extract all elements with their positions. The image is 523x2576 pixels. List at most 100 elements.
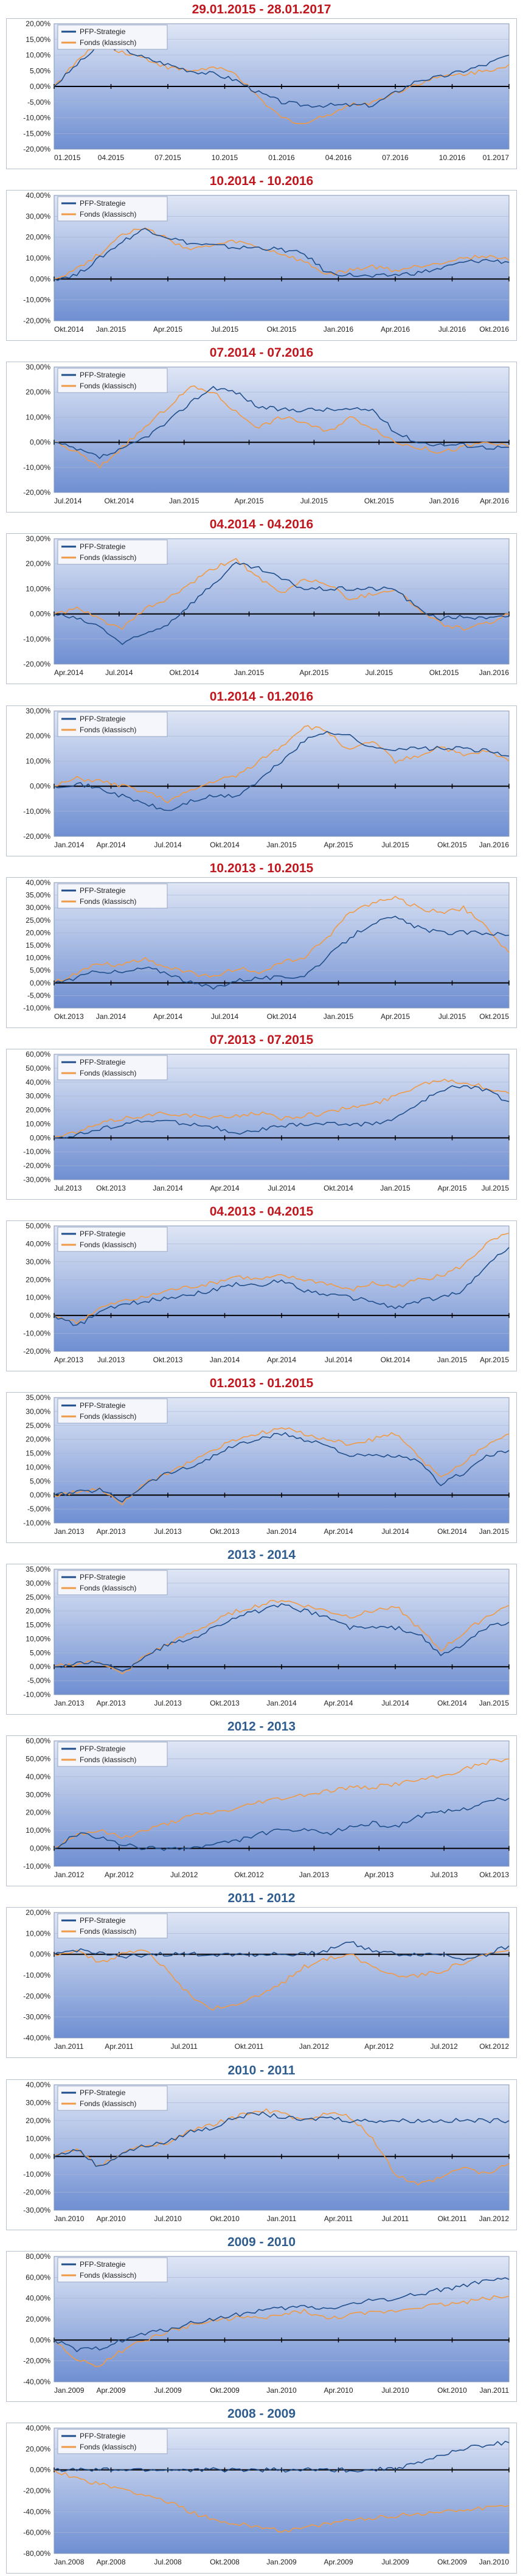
x-tick-label: Okt.2014	[54, 325, 84, 334]
series-line-pfp-strategie	[54, 228, 510, 281]
x-tick-label: Okt.2015	[364, 497, 394, 505]
y-tick-label: -10,00%	[23, 807, 50, 816]
x-tick-label: Jan.2014	[266, 1699, 297, 1707]
line-chart: 60,00% 50,00% 40,00% 30,00% 20,00% 10,00% 0,00…	[23, 1050, 510, 1192]
y-tick-label: 5,00%	[30, 966, 50, 975]
legend-label: PFP-Strategie	[80, 542, 126, 551]
y-tick-label: -30,00%	[23, 1175, 50, 1184]
y-tick-label: 35,00%	[26, 1393, 50, 1402]
chart-panel: 10.2014 - 10.2016 40,00% 30,00% 20,00% 10,00…	[0, 172, 523, 343]
y-tick-label: -20,00%	[23, 2487, 50, 2495]
y-tick-label: 30,00%	[26, 707, 50, 715]
x-tick-label: Okt.2013	[479, 1871, 509, 1879]
series-line-pfp-strategie	[54, 1085, 510, 1139]
x-tick-label: Jan.2010	[479, 2558, 510, 2566]
y-tick-label: 35,00%	[26, 1565, 50, 1573]
x-tick-label: Apr.2014	[210, 1184, 239, 1192]
x-tick-label: Jul.2014	[325, 1356, 353, 1364]
x-tick-label: Jan.2015	[266, 841, 297, 849]
series-line-fonds-klassisch	[54, 2469, 510, 2533]
y-tick-label: -30,00%	[23, 2013, 50, 2021]
chart-title: 07.2014 - 07.2016	[209, 346, 314, 360]
legend-box	[57, 2085, 168, 2111]
y-tick-label: 30,00%	[26, 1790, 50, 1799]
y-tick-label: -10,00%	[23, 296, 50, 304]
x-tick-label: Jan.2012	[479, 2214, 510, 2223]
x-tick-label: Apr.2011	[324, 2214, 353, 2223]
x-tick-label: 07.2015	[154, 153, 181, 162]
x-tick-label: Okt.2014	[267, 1012, 297, 1021]
series-line-pfp-strategie	[54, 1797, 510, 1851]
series-line-fonds-klassisch	[54, 1427, 510, 1505]
x-tick-label: Jan.2015	[324, 1012, 354, 1021]
legend-label: Fonds (klassisch)	[80, 2099, 136, 2108]
x-tick-label: Okt.2016	[479, 325, 509, 334]
y-tick-label: -10,00%	[23, 1862, 50, 1871]
y-tick-label: 10,00%	[26, 954, 50, 962]
legend-box	[57, 1741, 168, 1767]
chart-panel: 29.01.2015 - 28.01.2017 20,00% 15,00% 10,00…	[0, 0, 523, 172]
y-tick-label: 35,00%	[26, 891, 50, 900]
x-tick-label: Apr.2014	[153, 1012, 182, 1021]
y-tick-label: -20,00%	[23, 145, 50, 153]
series-line-pfp-strategie	[54, 2440, 510, 2473]
y-tick-label: 30,00%	[26, 363, 50, 371]
chart-title: 2013 - 2014	[227, 1548, 296, 1562]
legend: PFP-Strategie Fonds (klassisch)	[57, 1398, 168, 1424]
legend: PFP-Strategie Fonds (klassisch)	[57, 368, 168, 393]
chart-frame: 80,00% 60,00% 40,00% 20,00% 0,00% -20,00% -40,…	[6, 2251, 517, 2402]
y-tick-label: 0,00%	[30, 1662, 50, 1671]
x-tick-label: Jul.2015	[211, 325, 239, 334]
y-tick-label: 10,00%	[26, 1929, 50, 1937]
legend-box	[57, 24, 168, 50]
x-tick-label: Jan.2010	[266, 2386, 297, 2395]
y-tick-label: 10,00%	[26, 584, 50, 593]
legend-label: Fonds (klassisch)	[80, 38, 136, 47]
chart-frame: 40,00% 35,00% 30,00% 25,00% 20,00% 15,00% 10,0…	[6, 877, 517, 1028]
legend-label: PFP-Strategie	[80, 1230, 126, 1238]
y-tick-label: -20,00%	[23, 1161, 50, 1170]
y-tick-label: 10,00%	[26, 1293, 50, 1302]
y-tick-label: -60,00%	[23, 2529, 50, 2537]
x-tick-label: Jul.2013	[97, 1356, 125, 1364]
chart-title: 29.01.2015 - 28.01.2017	[192, 2, 331, 16]
x-tick-label: Jul.2014	[381, 1527, 409, 1536]
chart-panel: 01.2013 - 01.2015 35,00% 30,00% 25,00% 20,00…	[0, 1374, 523, 1545]
y-tick-label: 20,00%	[26, 928, 50, 937]
legend-label: Fonds (klassisch)	[80, 726, 136, 734]
x-tick-label: Apr.2009	[324, 2558, 353, 2566]
x-tick-label: Okt.2014	[169, 668, 199, 677]
y-tick-label: 25,00%	[26, 916, 50, 925]
legend-label: Fonds (klassisch)	[80, 1584, 136, 1592]
x-tick-label: Apr.2012	[364, 2042, 393, 2051]
x-tick-label: Jan.2014	[266, 1527, 297, 1536]
y-tick-label: 20,00%	[26, 1908, 50, 1917]
legend-box	[57, 1055, 168, 1080]
y-tick-label: 30,00%	[26, 534, 50, 543]
x-tick-label: Jul.2009	[381, 2558, 409, 2566]
y-tick-label: 0,00%	[30, 2152, 50, 2161]
y-tick-label: 15,00%	[26, 1621, 50, 1629]
legend-label: PFP-Strategie	[80, 1401, 126, 1410]
legend-label: PFP-Strategie	[80, 1745, 126, 1753]
chart-panel: 2012 - 2013 60,00% 50,00% 40,00% 30,00% 20,00…	[0, 1717, 523, 1889]
x-tick-label: Jan.2016	[479, 841, 510, 849]
x-tick-label: Apr.2015	[381, 1012, 410, 1021]
legend-label: PFP-Strategie	[80, 886, 126, 895]
legend: PFP-Strategie Fonds (klassisch)	[57, 1227, 168, 1252]
x-tick-label: Jan.2011	[267, 2214, 297, 2223]
x-tick-label: Jan.2014	[96, 1012, 126, 1021]
chart-frame: 20,00% 10,00% 0,00% -10,00% -20,00% -30,00% -4…	[6, 1907, 517, 2058]
x-tick-label: Okt.2011	[438, 2214, 467, 2223]
series-line-pfp-strategie	[54, 44, 510, 108]
y-tick-label: 20,00%	[26, 2116, 50, 2125]
y-tick-label: 20,00%	[26, 2315, 50, 2323]
legend-label: PFP-Strategie	[80, 2088, 126, 2097]
y-tick-label: -30,00%	[23, 2206, 50, 2214]
x-tick-label: Jan.2012	[54, 1871, 85, 1879]
y-tick-label: 30,00%	[26, 2098, 50, 2107]
y-tick-label: -10,00%	[23, 1519, 50, 1527]
chart-frame: 35,00% 30,00% 25,00% 20,00% 15,00% 10,00% 5,00…	[6, 1392, 517, 1543]
x-tick-label: Apr.2014	[96, 841, 125, 849]
x-tick-label: Jan.2011	[54, 2042, 84, 2051]
